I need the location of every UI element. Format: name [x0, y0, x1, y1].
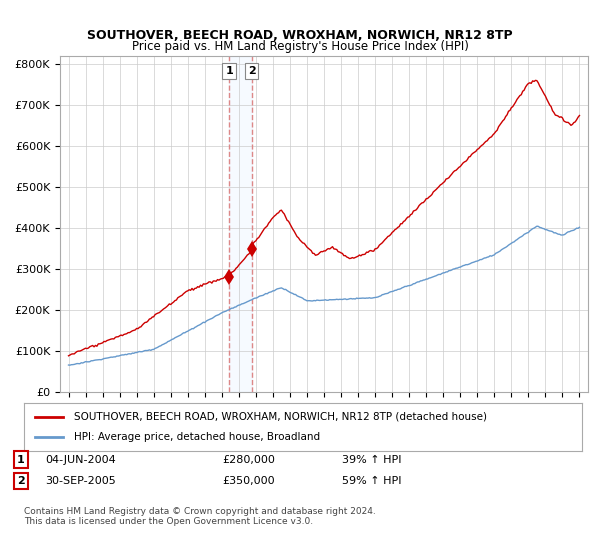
- Text: Price paid vs. HM Land Registry's House Price Index (HPI): Price paid vs. HM Land Registry's House …: [131, 40, 469, 53]
- Text: 30-SEP-2005: 30-SEP-2005: [45, 476, 116, 486]
- Text: £350,000: £350,000: [222, 476, 275, 486]
- Text: 2: 2: [248, 66, 256, 76]
- Text: 04-JUN-2004: 04-JUN-2004: [45, 455, 116, 465]
- Text: 39% ↑ HPI: 39% ↑ HPI: [342, 455, 401, 465]
- Bar: [229, 56, 251, 392]
- Text: Contains HM Land Registry data © Crown copyright and database right 2024.
This d: Contains HM Land Registry data © Crown c…: [24, 507, 376, 526]
- Text: SOUTHOVER, BEECH ROAD, WROXHAM, NORWICH, NR12 8TP (detached house): SOUTHOVER, BEECH ROAD, WROXHAM, NORWICH,…: [74, 412, 487, 422]
- Text: HPI: Average price, detached house, Broadland: HPI: Average price, detached house, Broa…: [74, 432, 320, 442]
- Text: £280,000: £280,000: [222, 455, 275, 465]
- Text: SOUTHOVER, BEECH ROAD, WROXHAM, NORWICH, NR12 8TP: SOUTHOVER, BEECH ROAD, WROXHAM, NORWICH,…: [87, 29, 513, 42]
- Text: 59% ↑ HPI: 59% ↑ HPI: [342, 476, 401, 486]
- Text: 1: 1: [17, 455, 25, 465]
- Text: 2: 2: [17, 476, 25, 486]
- Text: 1: 1: [225, 66, 233, 76]
